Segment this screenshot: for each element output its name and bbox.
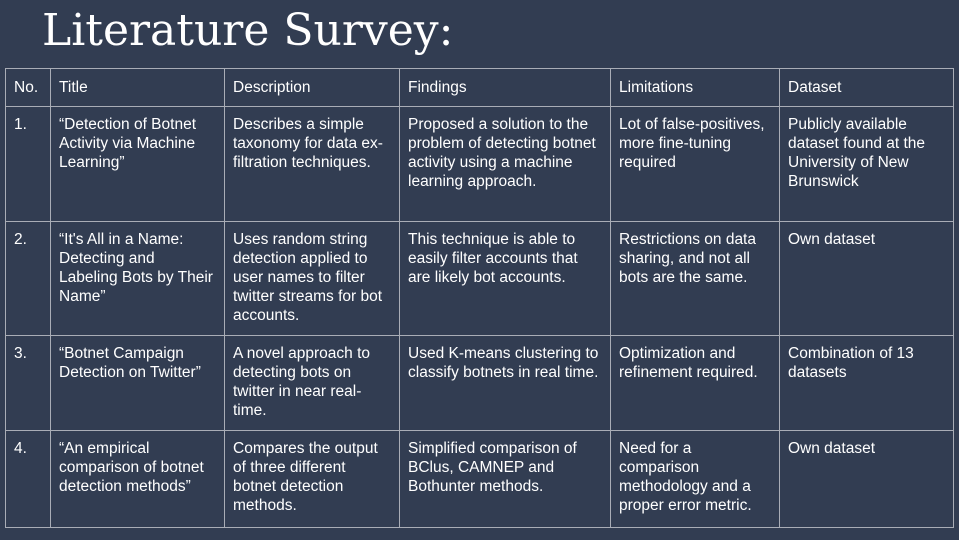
cell-findings: Simplified comparison of BClus, CAMNEP a… [399, 430, 611, 528]
cell-findings: Used K-means clustering to classify botn… [399, 335, 611, 431]
cell-limitations: Need for a comparison methodology and a … [610, 430, 780, 528]
table-row: 2. “It's All in a Name: Detecting and La… [5, 221, 954, 336]
header-title: Title [50, 68, 225, 107]
cell-no: 4. [5, 430, 51, 528]
header-dataset: Dataset [779, 68, 954, 107]
cell-findings: This technique is able to easily filter … [399, 221, 611, 336]
cell-findings: Proposed a solution to the problem of de… [399, 106, 611, 222]
cell-dataset: Own dataset [779, 430, 954, 528]
table-row: 4. “An empirical comparison of botnet de… [5, 430, 954, 528]
cell-title: “An empirical comparison of botnet detec… [50, 430, 225, 528]
cell-no: 2. [5, 221, 51, 336]
table-row: 3. “Botnet Campaign Detection on Twitter… [5, 335, 954, 431]
cell-dataset: Own dataset [779, 221, 954, 336]
cell-title: “Botnet Campaign Detection on Twitter” [50, 335, 225, 431]
cell-no: 1. [5, 106, 51, 222]
slide-title: Literature Survey: [42, 5, 454, 56]
header-no: No. [5, 68, 51, 107]
cell-description: A novel approach to detecting bots on tw… [224, 335, 400, 431]
cell-limitations: Optimization and refinement required. [610, 335, 780, 431]
cell-description: Describes a simple taxonomy for data ex-… [224, 106, 400, 222]
cell-limitations: Lot of false-positives, more fine-tuning… [610, 106, 780, 222]
cell-title: “Detection of Botnet Activity via Machin… [50, 106, 225, 222]
header-limitations: Limitations [610, 68, 780, 107]
cell-limitations: Restrictions on data sharing, and not al… [610, 221, 780, 336]
cell-description: Uses random string detection applied to … [224, 221, 400, 336]
table-header-row: No. Title Description Findings Limitatio… [5, 68, 954, 107]
cell-title: “It's All in a Name: Detecting and Label… [50, 221, 225, 336]
table-row: 1. “Detection of Botnet Activity via Mac… [5, 106, 954, 222]
header-findings: Findings [399, 68, 611, 107]
cell-no: 3. [5, 335, 51, 431]
cell-description: Compares the output of three different b… [224, 430, 400, 528]
cell-dataset: Publicly available dataset found at the … [779, 106, 954, 222]
header-description: Description [224, 68, 400, 107]
cell-dataset: Combination of 13 datasets [779, 335, 954, 431]
literature-survey-table: No. Title Description Findings Limitatio… [5, 68, 954, 528]
